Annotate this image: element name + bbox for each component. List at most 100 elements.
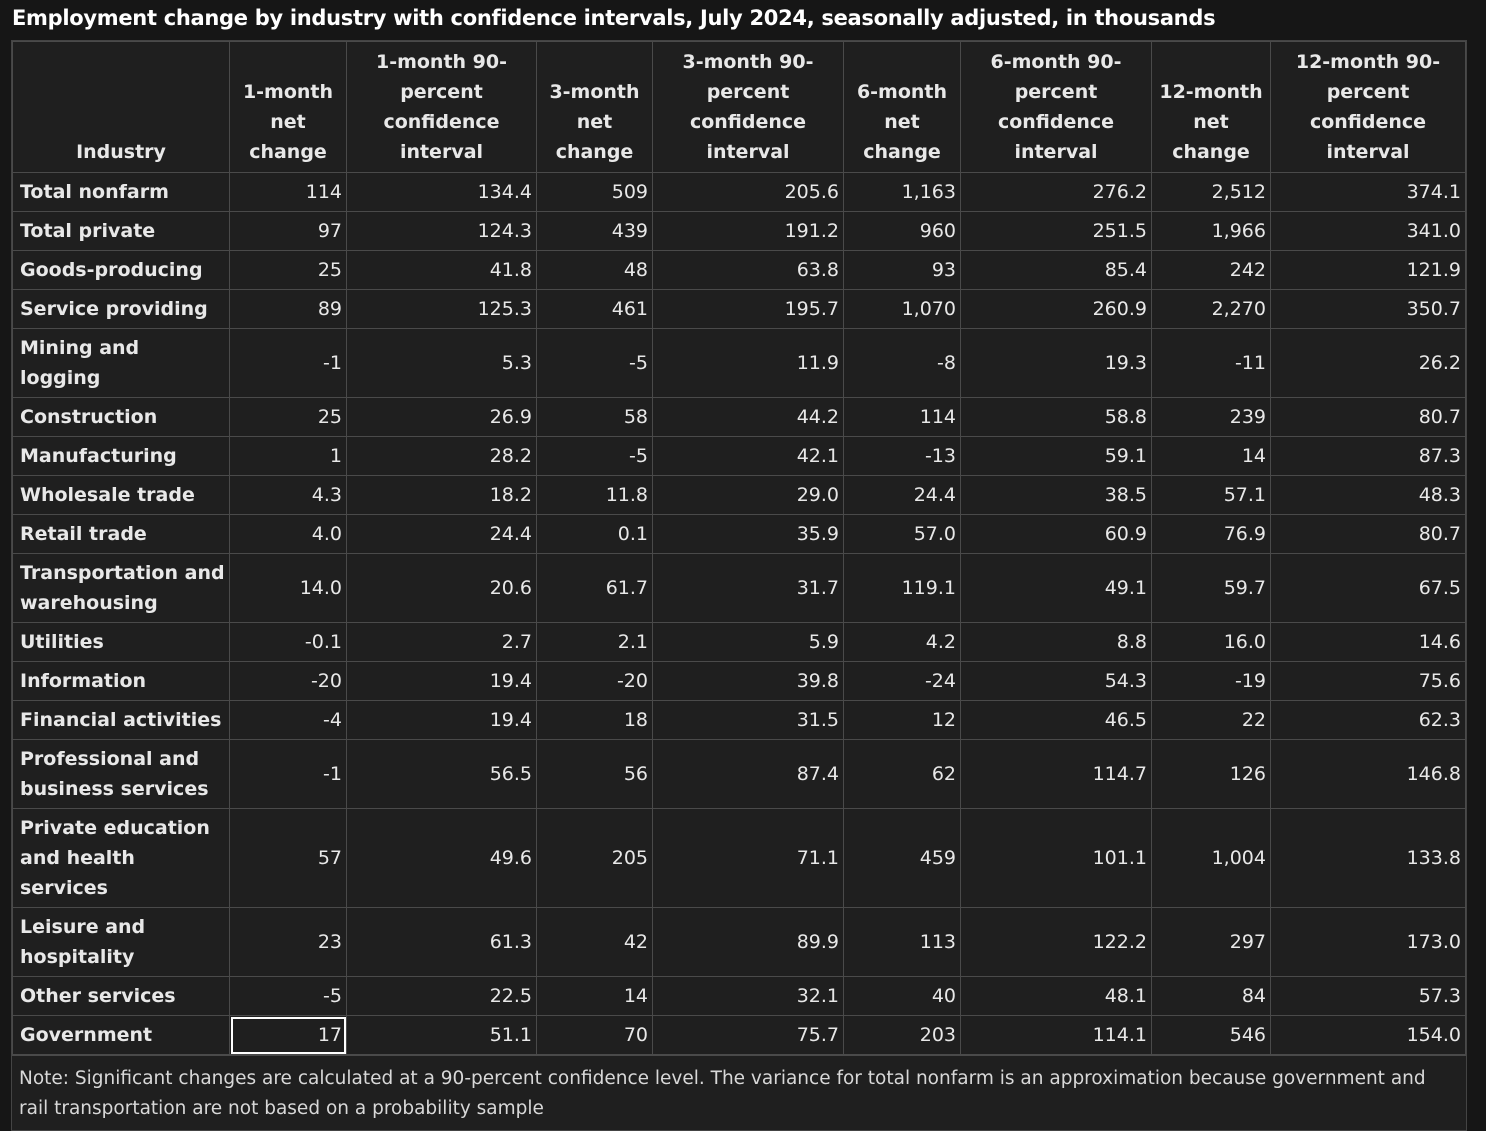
value-cell[interactable]: 4.2 bbox=[843, 622, 961, 662]
value-cell[interactable]: 459 bbox=[843, 808, 961, 908]
value-cell[interactable]: 19.4 bbox=[346, 661, 537, 701]
value-cell[interactable]: 25 bbox=[229, 250, 347, 290]
value-cell[interactable]: 29.0 bbox=[652, 475, 844, 515]
value-cell[interactable]: 87.4 bbox=[652, 739, 844, 809]
value-cell[interactable]: 57.0 bbox=[843, 514, 961, 554]
value-cell[interactable]: 62 bbox=[843, 739, 961, 809]
value-cell[interactable]: 57.1 bbox=[1151, 475, 1271, 515]
value-cell[interactable]: 276.2 bbox=[960, 172, 1152, 212]
value-cell[interactable]: -8 bbox=[843, 328, 961, 398]
value-cell[interactable]: 57.3 bbox=[1270, 976, 1466, 1016]
value-cell[interactable]: -1 bbox=[229, 328, 347, 398]
value-cell[interactable]: 5.9 bbox=[652, 622, 844, 662]
value-cell[interactable]: 38.5 bbox=[960, 475, 1152, 515]
value-cell[interactable]: 35.9 bbox=[652, 514, 844, 554]
value-cell[interactable]: 14.0 bbox=[229, 553, 347, 623]
value-cell[interactable]: 46.5 bbox=[960, 700, 1152, 740]
value-cell[interactable]: 63.8 bbox=[652, 250, 844, 290]
value-cell[interactable]: -5 bbox=[536, 328, 653, 398]
value-cell[interactable]: 205 bbox=[536, 808, 653, 908]
value-cell[interactable]: 24.4 bbox=[843, 475, 961, 515]
value-cell[interactable]: 18.2 bbox=[346, 475, 537, 515]
value-cell[interactable]: 341.0 bbox=[1270, 211, 1466, 251]
value-cell[interactable]: 89 bbox=[229, 289, 347, 329]
value-cell[interactable]: 350.7 bbox=[1270, 289, 1466, 329]
value-cell[interactable]: 2,270 bbox=[1151, 289, 1271, 329]
value-cell[interactable]: 374.1 bbox=[1270, 172, 1466, 212]
value-cell[interactable]: 242 bbox=[1151, 250, 1271, 290]
value-cell[interactable]: 57 bbox=[229, 808, 347, 908]
value-cell[interactable]: 125.3 bbox=[346, 289, 537, 329]
value-cell[interactable]: 97 bbox=[229, 211, 347, 251]
value-cell[interactable]: 2.1 bbox=[536, 622, 653, 662]
value-cell[interactable]: 11.9 bbox=[652, 328, 844, 398]
value-cell[interactable]: 0.1 bbox=[536, 514, 653, 554]
value-cell[interactable]: 48 bbox=[536, 250, 653, 290]
value-cell[interactable]: 19.3 bbox=[960, 328, 1152, 398]
value-cell[interactable]: 134.4 bbox=[346, 172, 537, 212]
value-cell[interactable]: 18 bbox=[536, 700, 653, 740]
value-cell[interactable]: 1 bbox=[229, 436, 347, 476]
value-cell[interactable]: 14 bbox=[536, 976, 653, 1016]
value-cell[interactable]: -19 bbox=[1151, 661, 1271, 701]
value-cell[interactable]: 24.4 bbox=[346, 514, 537, 554]
value-cell[interactable]: 22.5 bbox=[346, 976, 537, 1016]
value-cell[interactable]: 89.9 bbox=[652, 907, 844, 977]
value-cell[interactable]: 509 bbox=[536, 172, 653, 212]
value-cell[interactable]: 17 bbox=[229, 1015, 347, 1055]
value-cell[interactable]: 85.4 bbox=[960, 250, 1152, 290]
value-cell[interactable]: -1 bbox=[229, 739, 347, 809]
value-cell[interactable]: 439 bbox=[536, 211, 653, 251]
value-cell[interactable]: 546 bbox=[1151, 1015, 1271, 1055]
value-cell[interactable]: 59.1 bbox=[960, 436, 1152, 476]
value-cell[interactable]: 51.1 bbox=[346, 1015, 537, 1055]
value-cell[interactable]: 1,004 bbox=[1151, 808, 1271, 908]
value-cell[interactable]: 32.1 bbox=[652, 976, 844, 1016]
value-cell[interactable]: 25 bbox=[229, 397, 347, 437]
value-cell[interactable]: 4.3 bbox=[229, 475, 347, 515]
value-cell[interactable]: -24 bbox=[843, 661, 961, 701]
value-cell[interactable]: 58.8 bbox=[960, 397, 1152, 437]
value-cell[interactable]: 48.1 bbox=[960, 976, 1152, 1016]
value-cell[interactable]: 16.0 bbox=[1151, 622, 1271, 662]
value-cell[interactable]: 42.1 bbox=[652, 436, 844, 476]
value-cell[interactable]: 2,512 bbox=[1151, 172, 1271, 212]
value-cell[interactable]: 49.1 bbox=[960, 553, 1152, 623]
value-cell[interactable]: -13 bbox=[843, 436, 961, 476]
value-cell[interactable]: 75.7 bbox=[652, 1015, 844, 1055]
value-cell[interactable]: 31.7 bbox=[652, 553, 844, 623]
value-cell[interactable]: 84 bbox=[1151, 976, 1271, 1016]
value-cell[interactable]: 14 bbox=[1151, 436, 1271, 476]
value-cell[interactable]: 114 bbox=[229, 172, 347, 212]
value-cell[interactable]: 39.8 bbox=[652, 661, 844, 701]
value-cell[interactable]: 22 bbox=[1151, 700, 1271, 740]
value-cell[interactable]: 59.7 bbox=[1151, 553, 1271, 623]
value-cell[interactable]: -5 bbox=[229, 976, 347, 1016]
value-cell[interactable]: 146.8 bbox=[1270, 739, 1466, 809]
value-cell[interactable]: 67.5 bbox=[1270, 553, 1466, 623]
value-cell[interactable]: 61.3 bbox=[346, 907, 537, 977]
value-cell[interactable]: 49.6 bbox=[346, 808, 537, 908]
value-cell[interactable]: 60.9 bbox=[960, 514, 1152, 554]
value-cell[interactable]: 41.8 bbox=[346, 250, 537, 290]
value-cell[interactable]: 154.0 bbox=[1270, 1015, 1466, 1055]
value-cell[interactable]: 239 bbox=[1151, 397, 1271, 437]
value-cell[interactable]: 61.7 bbox=[536, 553, 653, 623]
value-cell[interactable]: 2.7 bbox=[346, 622, 537, 662]
value-cell[interactable]: 48.3 bbox=[1270, 475, 1466, 515]
value-cell[interactable]: 26.2 bbox=[1270, 328, 1466, 398]
value-cell[interactable]: -5 bbox=[536, 436, 653, 476]
value-cell[interactable]: 70 bbox=[536, 1015, 653, 1055]
value-cell[interactable]: -11 bbox=[1151, 328, 1271, 398]
value-cell[interactable]: 101.1 bbox=[960, 808, 1152, 908]
value-cell[interactable]: 251.5 bbox=[960, 211, 1152, 251]
value-cell[interactable]: 195.7 bbox=[652, 289, 844, 329]
value-cell[interactable]: 80.7 bbox=[1270, 514, 1466, 554]
value-cell[interactable]: 1,966 bbox=[1151, 211, 1271, 251]
value-cell[interactable]: 205.6 bbox=[652, 172, 844, 212]
value-cell[interactable]: 31.5 bbox=[652, 700, 844, 740]
value-cell[interactable]: 54.3 bbox=[960, 661, 1152, 701]
value-cell[interactable]: 114.1 bbox=[960, 1015, 1152, 1055]
value-cell[interactable]: 114.7 bbox=[960, 739, 1152, 809]
value-cell[interactable]: 93 bbox=[843, 250, 961, 290]
